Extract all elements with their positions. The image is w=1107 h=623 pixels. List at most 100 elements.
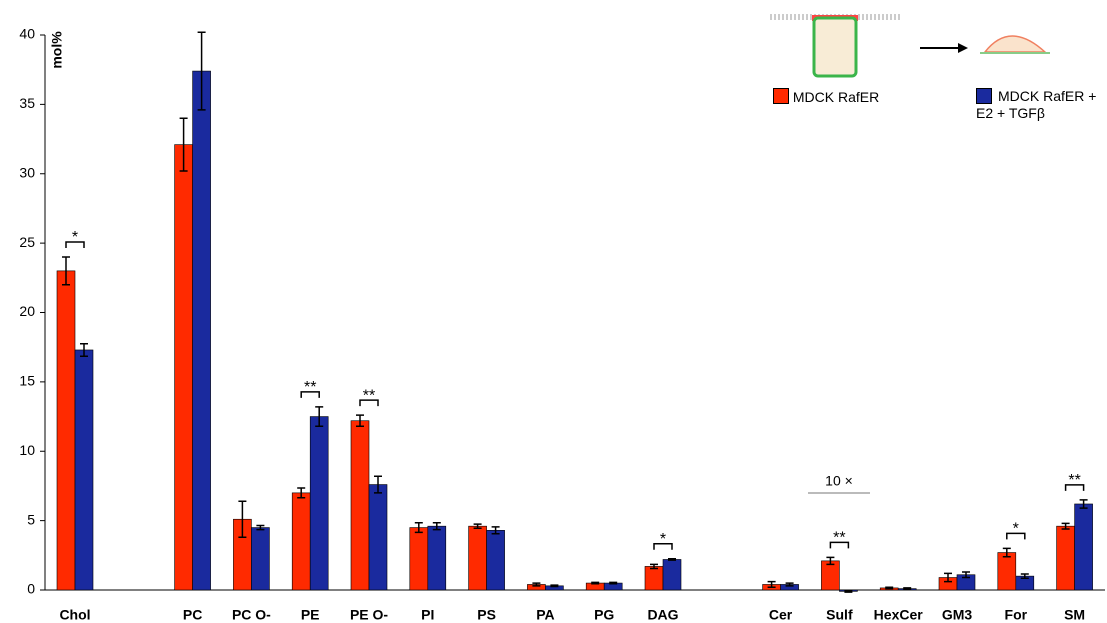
error-bar: [1020, 573, 1029, 579]
legend-item: MDCK RafER: [773, 88, 879, 106]
bar: [368, 484, 388, 591]
error-bar: [62, 256, 70, 286]
bar: [468, 525, 487, 591]
error-bar: [609, 581, 618, 585]
y-tick-label: 40: [19, 26, 35, 42]
bar: [821, 560, 840, 591]
y-tick-label: 10: [19, 442, 35, 458]
y-tick-label: 0: [27, 581, 35, 597]
error-bar: [197, 31, 206, 111]
error-bar: [432, 521, 441, 531]
significance-bracket: [65, 241, 85, 248]
error-bar: [785, 582, 794, 587]
significance-bracket: [359, 399, 379, 407]
significance-bracket: [653, 543, 673, 550]
x-tick-label: PE O-: [350, 607, 388, 623]
y-tick-label: 30: [19, 164, 35, 180]
x-tick-label: PG: [594, 607, 614, 623]
error-bar: [591, 581, 600, 585]
legend-label: MDCK RafER: [792, 89, 880, 105]
bar: [427, 525, 447, 591]
bar: [486, 530, 505, 591]
annotation: 10 ×: [825, 473, 853, 489]
error-bar: [1002, 547, 1011, 558]
error-bar: [414, 521, 423, 534]
x-tick-label: PC O-: [232, 607, 271, 623]
x-tick-label: GM3: [942, 607, 973, 623]
x-tick-label: Chol: [59, 607, 90, 623]
y-tick-label: 25: [19, 234, 35, 250]
bar: [192, 70, 211, 591]
x-tick-label: PC: [183, 607, 202, 623]
significance-bracket: [300, 391, 320, 398]
bar: [251, 527, 270, 591]
error-bar: [315, 406, 324, 428]
y-tick-label: 35: [19, 95, 35, 111]
x-tick-label: PA: [536, 607, 554, 623]
significance-label: **: [363, 387, 375, 404]
x-tick-label: PS: [477, 607, 496, 623]
bar: [309, 416, 329, 591]
x-tick-label: Sulf: [826, 607, 853, 623]
legend-label: MDCK RafER + E2 + TGFβ: [976, 88, 1097, 121]
bar: [74, 349, 94, 591]
error-bar: [944, 572, 952, 583]
error-bar: [903, 587, 912, 591]
legend-schematic: [770, 14, 1050, 78]
error-bar: [238, 500, 247, 539]
error-bar: [473, 523, 482, 530]
error-bar: [550, 584, 559, 588]
error-bar: [962, 571, 970, 579]
legend-item: MDCK RafER + E2 + TGFβ: [976, 88, 1101, 122]
x-tick-label: DAG: [647, 607, 678, 623]
x-tick-label: SM: [1064, 607, 1085, 623]
error-bar: [356, 414, 364, 428]
bar: [409, 527, 429, 591]
y-tick-label: 5: [27, 511, 35, 527]
significance-bracket: [1006, 532, 1026, 540]
bar: [291, 492, 311, 591]
error-bar: [826, 556, 835, 566]
error-bar: [885, 586, 894, 590]
x-tick-label: For: [1005, 607, 1028, 623]
significance-label: *: [72, 229, 78, 246]
significance-label: *: [1013, 521, 1019, 538]
bar: [644, 566, 664, 591]
legend-swatch: [773, 88, 789, 104]
error-bar: [256, 524, 265, 531]
y-tick-label: 15: [19, 373, 35, 389]
error-bar: [844, 589, 853, 593]
x-tick-label: HexCer: [874, 607, 924, 623]
error-bar: [1079, 499, 1088, 509]
significance-label: *: [660, 531, 666, 548]
significance-bracket: [1064, 484, 1085, 491]
bar: [662, 559, 682, 591]
error-bar: [668, 558, 676, 561]
bar: [56, 270, 76, 591]
bar: [997, 552, 1017, 591]
x-tick-label: PE: [301, 607, 320, 623]
significance-label: **: [304, 379, 316, 396]
error-bar: [1061, 522, 1070, 530]
error-bar: [374, 475, 382, 494]
error-bar: [650, 563, 658, 570]
error-bar: [491, 526, 500, 535]
y-axis-label: mol%: [49, 31, 65, 69]
bar: [350, 420, 370, 591]
legend-swatch: [976, 88, 992, 104]
x-tick-label: Cer: [769, 607, 793, 623]
bar: [1056, 525, 1075, 591]
significance-label: **: [1068, 472, 1080, 489]
significance-label: **: [833, 530, 845, 547]
x-tick-label: PI: [421, 607, 434, 623]
bar: [174, 144, 193, 591]
error-bar: [532, 582, 541, 587]
error-bar: [179, 117, 188, 172]
y-tick-label: 20: [19, 303, 35, 319]
error-bar: [297, 487, 306, 499]
error-bar: [80, 342, 88, 357]
bar: [1074, 503, 1093, 591]
error-bar: [767, 580, 776, 588]
